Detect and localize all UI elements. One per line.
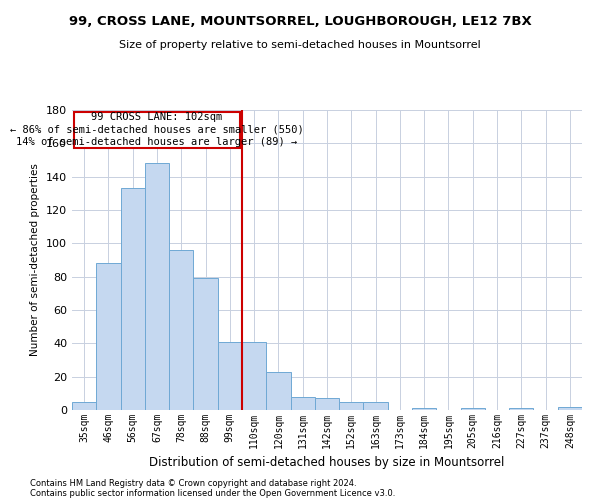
Bar <box>509 408 533 410</box>
Bar <box>145 164 169 410</box>
Bar <box>242 342 266 410</box>
Bar <box>412 408 436 410</box>
Bar <box>193 278 218 410</box>
Bar <box>461 408 485 410</box>
Bar <box>290 396 315 410</box>
Bar <box>339 402 364 410</box>
Bar <box>169 250 193 410</box>
Bar <box>364 402 388 410</box>
Text: Contains public sector information licensed under the Open Government Licence v3: Contains public sector information licen… <box>30 488 395 498</box>
Text: 14% of semi-detached houses are larger (89) →: 14% of semi-detached houses are larger (… <box>16 137 298 147</box>
Text: 99, CROSS LANE, MOUNTSORREL, LOUGHBOROUGH, LE12 7BX: 99, CROSS LANE, MOUNTSORREL, LOUGHBOROUG… <box>68 15 532 28</box>
Bar <box>72 402 96 410</box>
Text: Size of property relative to semi-detached houses in Mountsorrel: Size of property relative to semi-detach… <box>119 40 481 50</box>
Text: ← 86% of semi-detached houses are smaller (550): ← 86% of semi-detached houses are smalle… <box>10 125 304 135</box>
Bar <box>74 112 239 148</box>
X-axis label: Distribution of semi-detached houses by size in Mountsorrel: Distribution of semi-detached houses by … <box>149 456 505 469</box>
Bar <box>121 188 145 410</box>
Text: Contains HM Land Registry data © Crown copyright and database right 2024.: Contains HM Land Registry data © Crown c… <box>30 478 356 488</box>
Text: 99 CROSS LANE: 102sqm: 99 CROSS LANE: 102sqm <box>91 112 223 122</box>
Bar <box>218 342 242 410</box>
Bar <box>96 264 121 410</box>
Bar <box>558 406 582 410</box>
Bar <box>266 372 290 410</box>
Y-axis label: Number of semi-detached properties: Number of semi-detached properties <box>31 164 40 356</box>
Bar <box>315 398 339 410</box>
